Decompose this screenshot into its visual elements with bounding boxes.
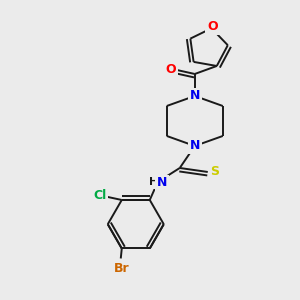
Text: Cl: Cl [93,190,106,202]
Text: Br: Br [114,262,130,275]
Text: S: S [210,166,219,178]
Text: N: N [190,140,200,152]
Text: O: O [166,64,176,76]
Text: O: O [207,20,218,33]
Text: N: N [157,176,167,190]
Text: H: H [149,177,158,187]
Text: N: N [190,89,200,103]
